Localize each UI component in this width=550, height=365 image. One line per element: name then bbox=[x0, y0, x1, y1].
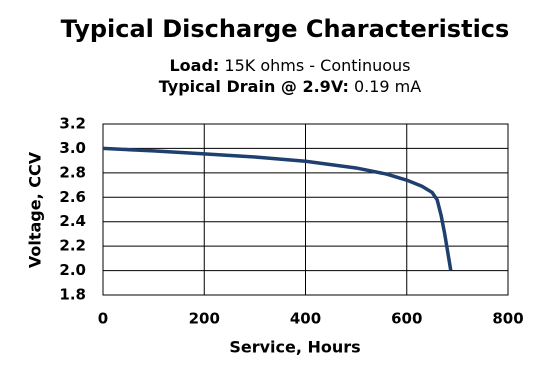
subtitle-label: Typical Drain @ 2.9V: bbox=[159, 77, 349, 96]
x-tick-label: 200 bbox=[189, 310, 220, 328]
x-tick-label: 0 bbox=[98, 310, 108, 328]
chart-title: Typical Discharge Characteristics bbox=[61, 15, 510, 43]
x-tick-label: 400 bbox=[290, 310, 321, 328]
y-axis-label: Voltage, CCV bbox=[26, 151, 45, 268]
subtitle-text: 15K ohms - Continuous bbox=[224, 56, 410, 75]
series-line bbox=[102, 146, 453, 271]
x-axis-label: Service, Hours bbox=[229, 338, 360, 357]
subtitle-label: Load: bbox=[169, 56, 219, 75]
x-tick-label: 600 bbox=[391, 310, 422, 328]
plot-frame bbox=[102, 123, 509, 296]
y-tick-label: 2.6 bbox=[59, 188, 86, 206]
y-tick-label: 2.0 bbox=[59, 261, 86, 279]
y-tick-label: 2.2 bbox=[59, 237, 86, 255]
y-tick-label: 3.2 bbox=[59, 115, 86, 133]
y-tick-label: 3.0 bbox=[59, 139, 86, 157]
subtitle: Typical Drain @ 2.9V: 0.19 mA bbox=[159, 77, 422, 96]
subtitle: Load: 15K ohms - Continuous bbox=[169, 56, 410, 75]
x-tick-label: 800 bbox=[492, 310, 523, 328]
subtitle-text: 0.19 mA bbox=[354, 77, 421, 96]
y-tick-label: 2.4 bbox=[59, 212, 86, 230]
y-tick-label: 2.8 bbox=[59, 163, 86, 181]
y-tick-label: 1.8 bbox=[59, 286, 86, 304]
